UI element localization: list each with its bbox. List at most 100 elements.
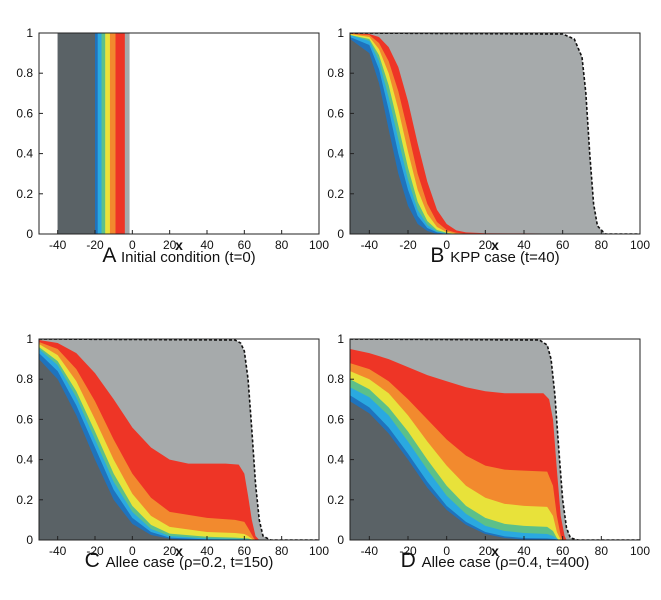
- x-tick-label: 0: [129, 544, 136, 558]
- x-tick-label: -40: [361, 238, 379, 252]
- band-8-strip: [124, 33, 130, 234]
- axes-frame: [349, 32, 641, 235]
- x-tick-label: 20: [163, 238, 177, 252]
- axes-frame: [38, 338, 320, 541]
- x-tick-label: 80: [275, 238, 289, 252]
- y-tick-label: 0.4: [327, 453, 344, 467]
- y-tick-label: 1: [26, 26, 33, 40]
- y-tick-label: 1: [26, 332, 33, 346]
- x-tick-label: 60: [556, 544, 570, 558]
- x-tick-label: -20: [86, 238, 104, 252]
- band-4-strip: [101, 33, 106, 234]
- y-tick-label: 0.4: [16, 147, 33, 161]
- y-tick-label: 0.2: [16, 187, 33, 201]
- x-axis-label: x: [491, 543, 499, 559]
- plot-area: [350, 33, 640, 234]
- panel-caption: C Allee case (ρ=0.2, t=150): [85, 549, 274, 572]
- band-3-strip: [97, 33, 102, 234]
- x-tick-label: 40: [517, 544, 531, 558]
- panel-caption-text: Allee case (ρ=0.4, t=400): [422, 554, 590, 571]
- x-axis-label: x: [175, 237, 183, 253]
- band-1-area: [350, 401, 640, 540]
- plot-area: [350, 339, 640, 540]
- y-tick-label: 1: [337, 26, 344, 40]
- band-5-strip: [105, 33, 110, 234]
- x-tick-label: 20: [479, 544, 493, 558]
- x-axis-label: x: [491, 237, 499, 253]
- x-tick-label: 40: [200, 544, 214, 558]
- x-tick-label: 60: [556, 238, 570, 252]
- x-tick-label: -40: [361, 544, 379, 558]
- y-tick-label: 0.6: [16, 106, 33, 120]
- band-2-strip: [95, 33, 98, 234]
- panel-letter: D: [401, 549, 422, 572]
- band-1-area: [39, 359, 319, 540]
- x-tick-label: 40: [200, 238, 214, 252]
- y-tick-label: 0.6: [327, 106, 344, 120]
- band-1-area: [350, 39, 640, 234]
- x-tick-label: -40: [49, 238, 67, 252]
- x-tick-label: 80: [595, 544, 609, 558]
- y-tick-label: 0.4: [327, 147, 344, 161]
- y-tick-label: 0: [337, 533, 344, 547]
- panel-caption-text: Initial condition (t=0): [121, 249, 256, 266]
- x-tick-label: 0: [443, 238, 450, 252]
- x-tick-label: 100: [309, 544, 329, 558]
- panel-letter: B: [430, 244, 450, 267]
- axes-frame: [349, 338, 641, 541]
- y-tick-label: 0.4: [16, 453, 33, 467]
- y-tick-label: 0.2: [327, 187, 344, 201]
- y-tick-label: 0.8: [16, 66, 33, 80]
- y-tick-label: 0: [26, 227, 33, 241]
- panel-caption: D Allee case (ρ=0.4, t=400): [401, 549, 590, 572]
- y-tick-label: 0: [337, 227, 344, 241]
- x-tick-label: 80: [275, 544, 289, 558]
- y-tick-label: 0.8: [327, 372, 344, 386]
- x-tick-label: -20: [399, 544, 417, 558]
- x-tick-label: 100: [630, 544, 650, 558]
- x-tick-label: 60: [238, 544, 252, 558]
- x-tick-label: 20: [163, 544, 177, 558]
- panel-caption: B KPP case (t=40): [430, 244, 559, 267]
- y-tick-label: 0.8: [16, 372, 33, 386]
- panel-caption-text: KPP case (t=40): [450, 249, 559, 266]
- x-tick-label: 100: [630, 238, 650, 252]
- panel-letter: A: [102, 244, 121, 267]
- x-tick-label: -40: [49, 544, 67, 558]
- total-density-curve: [39, 339, 319, 540]
- band-6-strip: [109, 33, 116, 234]
- panel-letter: C: [85, 549, 106, 572]
- axes-frame: [38, 32, 320, 235]
- panel-caption-text: Allee case (ρ=0.2, t=150): [106, 554, 274, 571]
- x-tick-label: 0: [443, 544, 450, 558]
- panel-caption: A Initial condition (t=0): [102, 244, 255, 267]
- y-tick-label: 0: [26, 533, 33, 547]
- y-tick-label: 0.8: [327, 66, 344, 80]
- band-1-strip: [57, 33, 95, 234]
- x-tick-label: 20: [479, 238, 493, 252]
- y-tick-label: 0.6: [327, 412, 344, 426]
- plot-area: [39, 339, 319, 540]
- band-7-strip: [115, 33, 125, 234]
- x-axis-label: x: [175, 543, 183, 559]
- y-tick-label: 1: [337, 332, 344, 346]
- y-tick-label: 0.2: [327, 493, 344, 507]
- x-tick-label: -20: [86, 544, 104, 558]
- band-7-area: [350, 33, 640, 234]
- x-tick-label: 40: [517, 238, 531, 252]
- x-tick-label: 0: [129, 238, 136, 252]
- y-tick-label: 0.2: [16, 493, 33, 507]
- x-tick-label: 100: [309, 238, 329, 252]
- total-density-curve: [350, 33, 640, 234]
- x-tick-label: 80: [595, 238, 609, 252]
- total-density-curve: [350, 339, 640, 540]
- x-tick-label: -20: [399, 238, 417, 252]
- y-tick-label: 0.6: [16, 412, 33, 426]
- x-tick-label: 60: [238, 238, 252, 252]
